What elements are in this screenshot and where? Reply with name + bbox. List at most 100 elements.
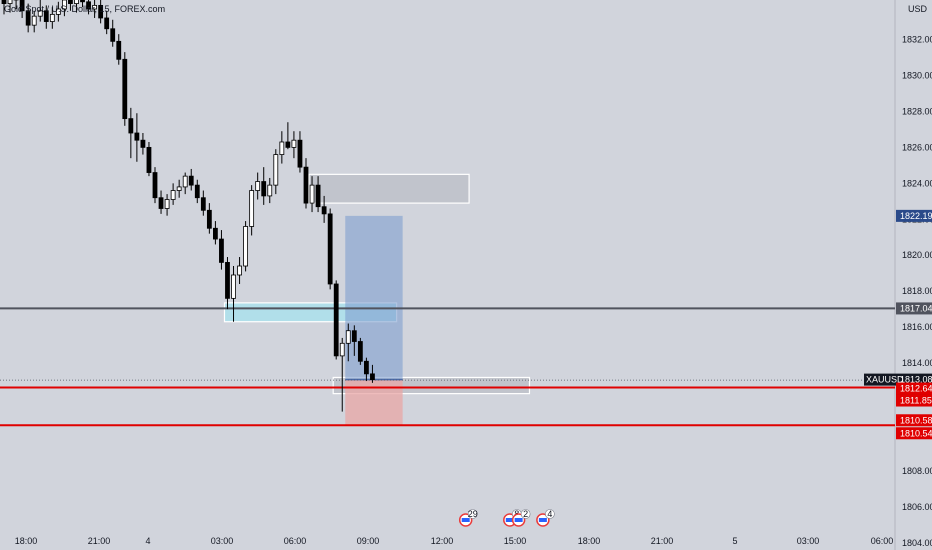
- candle-body-40: [243, 226, 249, 267]
- x-tick-label-5: 09:00: [357, 536, 380, 546]
- y-tick-label-2: 1828.00: [902, 106, 932, 116]
- candle-body-23: [140, 139, 146, 148]
- candle-body-47: [285, 141, 291, 148]
- x-tick-label-0: 18:00: [15, 536, 38, 546]
- event-count-text: 4: [547, 509, 552, 519]
- candle-body-20: [122, 58, 128, 120]
- y-tick-label-6: 1820.00: [902, 250, 932, 260]
- candle-body-32: [194, 184, 200, 199]
- event-count-badge: [545, 509, 555, 519]
- candle-body-30: [182, 175, 188, 188]
- x-tick-label-2: 4: [145, 536, 150, 546]
- candle-body-41: [249, 190, 255, 227]
- currency-label: USD: [908, 4, 928, 14]
- candle-body-54: [327, 213, 333, 285]
- price-label-1: [896, 302, 932, 315]
- price-label-text-0: 1822.19: [900, 211, 932, 221]
- candle-body-19: [116, 40, 122, 60]
- x-tick-label-11: 03:00: [797, 536, 820, 546]
- event-flag-stripes: [505, 518, 514, 522]
- position-target-zone[interactable]: [345, 215, 403, 380]
- candle-body-7: [43, 10, 49, 22]
- x-tick-label-4: 06:00: [284, 536, 307, 546]
- candle-body-51: [309, 184, 315, 204]
- candle-body-12: [74, 0, 79, 4]
- candle-body-49: [297, 139, 303, 168]
- price-label-3: [896, 382, 932, 395]
- price-label-text-6: 1810.54: [900, 428, 932, 438]
- candle-body-57: [345, 330, 351, 344]
- y-tick-label-9: 1814.00: [902, 358, 932, 368]
- price-label-text-4: 1811.85: [900, 396, 932, 406]
- candle-body-9: [55, 8, 61, 15]
- price-label-4: [896, 394, 932, 407]
- price-label-5: [896, 414, 932, 427]
- y-tick-label-0: 1832.00: [902, 35, 932, 45]
- candle-body-15: [92, 4, 97, 10]
- candle-body-8: [49, 13, 55, 22]
- candle-body-13: [80, 0, 85, 3]
- y-tick-label-14: 1804.00: [902, 538, 932, 548]
- candle-body-45: [273, 154, 279, 186]
- candle-body-26: [158, 197, 164, 209]
- candle-body-36: [219, 238, 224, 263]
- y-tick-label-8: 1816.00: [902, 322, 932, 332]
- x-tick-label-12: 06:00: [871, 536, 894, 546]
- candle-body-29: [176, 186, 182, 191]
- candle-body-17: [104, 17, 110, 30]
- position-stop-zone[interactable]: [345, 379, 403, 426]
- candle-body-1: [7, 0, 13, 4]
- candle-body-22: [134, 132, 140, 141]
- candle-body-6: [37, 10, 43, 17]
- y-tick-label-13: 1806.00: [902, 502, 932, 512]
- candle-body-25: [152, 172, 158, 199]
- y-tick-label-4: 1824.00: [902, 178, 932, 188]
- candle-body-39: [237, 265, 242, 276]
- candle-body-21: [128, 118, 134, 134]
- candle-body-16: [98, 4, 104, 19]
- candle-body-0: [1, 0, 7, 4]
- candle-body-35: [212, 227, 218, 240]
- y-tick-label-1: 1830.00: [902, 70, 932, 80]
- candle-body-50: [303, 166, 309, 204]
- price-label-0: [896, 209, 932, 222]
- price-label-text-5: 1810.58: [900, 415, 932, 425]
- symbol-tag: [864, 373, 896, 386]
- x-tick-label-10: 5: [732, 536, 737, 546]
- symbol-tag-text: XAUUSD: [866, 375, 904, 385]
- candle-body-27: [164, 199, 170, 209]
- event-flag-stripes: [461, 518, 470, 522]
- candle-body-42: [255, 181, 261, 191]
- x-tick-label-3: 03:00: [211, 536, 234, 546]
- price-label-text-1: 1817.04: [900, 303, 932, 313]
- candle-body-3: [19, 0, 25, 12]
- candle-body-43: [261, 181, 267, 197]
- x-tick-label-1: 21:00: [88, 536, 111, 546]
- y-tick-label-7: 1818.00: [902, 286, 932, 296]
- price-label-text-3: 1812.64: [900, 384, 932, 394]
- candle-body-58: [351, 330, 357, 342]
- candle-body-48: [291, 139, 297, 148]
- candle-body-11: [68, 0, 73, 4]
- candle-body-14: [86, 1, 91, 10]
- candle-body-5: [31, 15, 37, 26]
- candle-body-33: [200, 197, 206, 211]
- x-tick-label-7: 15:00: [504, 536, 527, 546]
- candle-body-56: [339, 342, 345, 357]
- event-count-badge: [520, 509, 531, 519]
- zone-0[interactable]: [308, 173, 470, 204]
- chart-title: Gold Spot / U.S. Dollar, 15, FOREX.com: [4, 4, 165, 14]
- candle-body-52: [315, 184, 321, 208]
- candle-body-28: [170, 190, 176, 200]
- event-count-badge: [467, 509, 478, 519]
- candle-body-4: [25, 10, 31, 26]
- candle-body-55: [333, 283, 339, 357]
- candle-body-24: [146, 146, 152, 173]
- candle-body-18: [110, 28, 116, 42]
- event-flag-stripes: [538, 518, 547, 522]
- candle-body-37: [225, 262, 230, 299]
- candle-body-10: [62, 0, 67, 10]
- y-tick-label-12: 1808.00: [902, 466, 932, 476]
